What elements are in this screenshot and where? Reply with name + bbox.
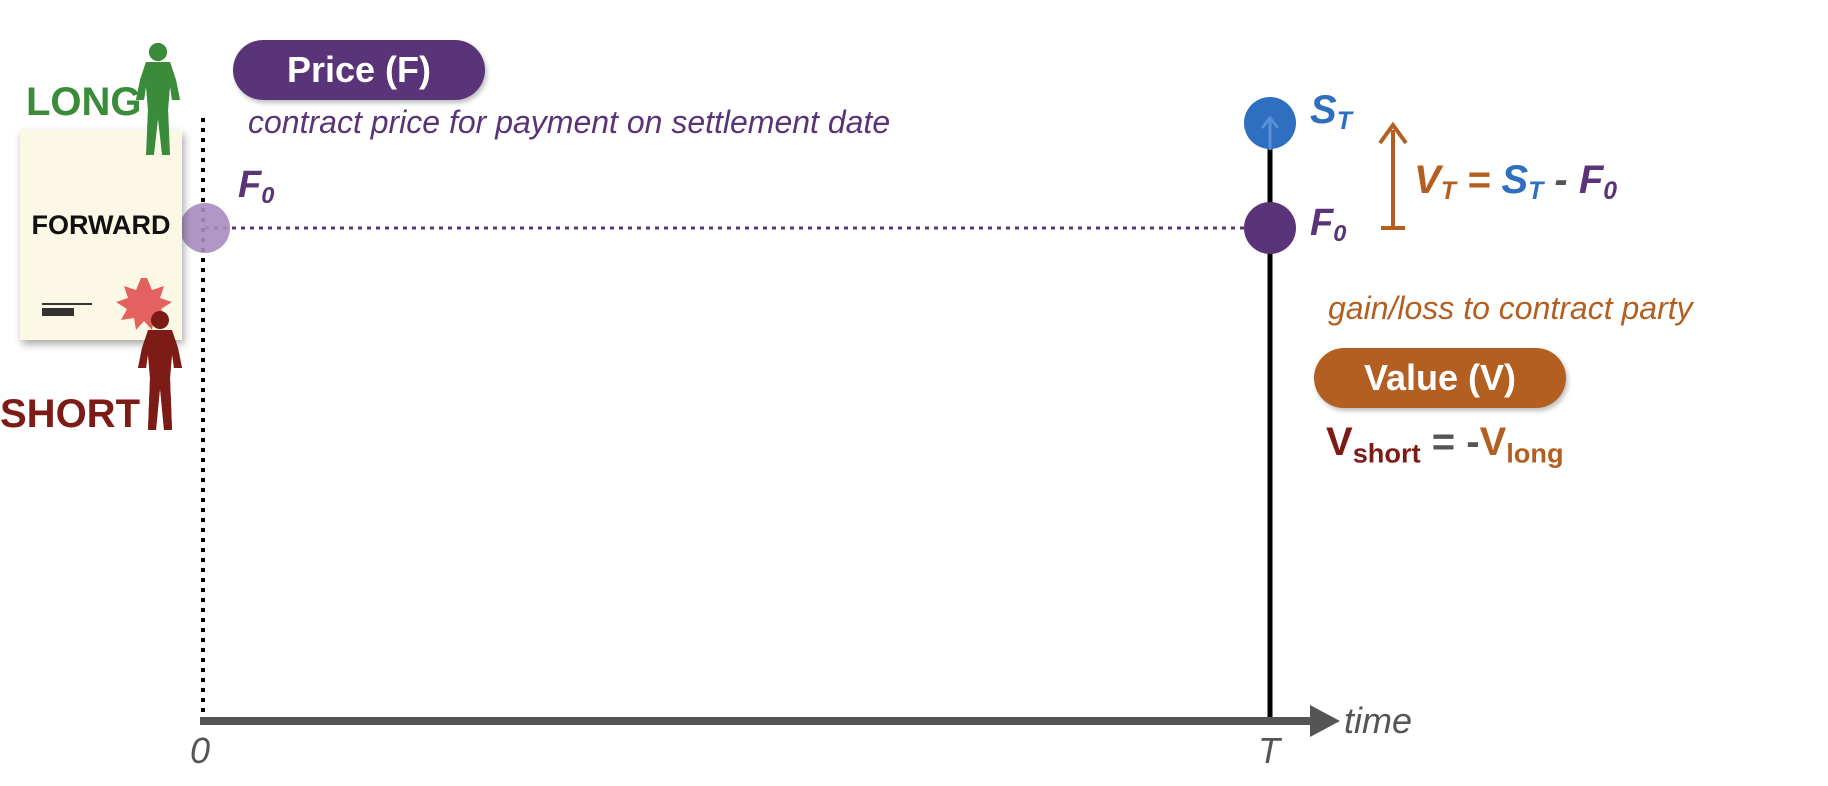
contract-overlay	[42, 43, 182, 430]
f0-end-label: F0	[1310, 202, 1347, 246]
f0-start-dot	[180, 203, 230, 253]
value-formula: VT = ST - F0	[1414, 158, 1618, 206]
value-caption: gain/loss to contract party	[1328, 290, 1693, 326]
time-axis-arrowhead	[1310, 705, 1340, 737]
f0-start-label: F0	[238, 164, 275, 208]
st-label: ST	[1310, 88, 1352, 136]
price-badge: Price (F)	[233, 40, 485, 100]
tick-start-label: 0	[190, 730, 211, 771]
contract-title: FORWARD	[31, 210, 171, 240]
value-relation: Vshort = -Vlong	[1326, 420, 1564, 469]
contract-signature-icon	[42, 308, 74, 316]
short-label: SHORT	[0, 392, 140, 436]
time-axis-label: time	[1344, 700, 1413, 741]
value-badge: Value (V)	[1314, 348, 1566, 408]
long-label: LONG	[26, 80, 142, 124]
price-caption: contract price for payment on settlement…	[248, 104, 891, 140]
short-person-icon	[138, 311, 182, 430]
f0-end-dot	[1244, 202, 1296, 254]
st-up-arrow	[1260, 115, 1280, 150]
tick-end-label: T	[1258, 730, 1280, 771]
long-person-icon	[136, 43, 180, 155]
